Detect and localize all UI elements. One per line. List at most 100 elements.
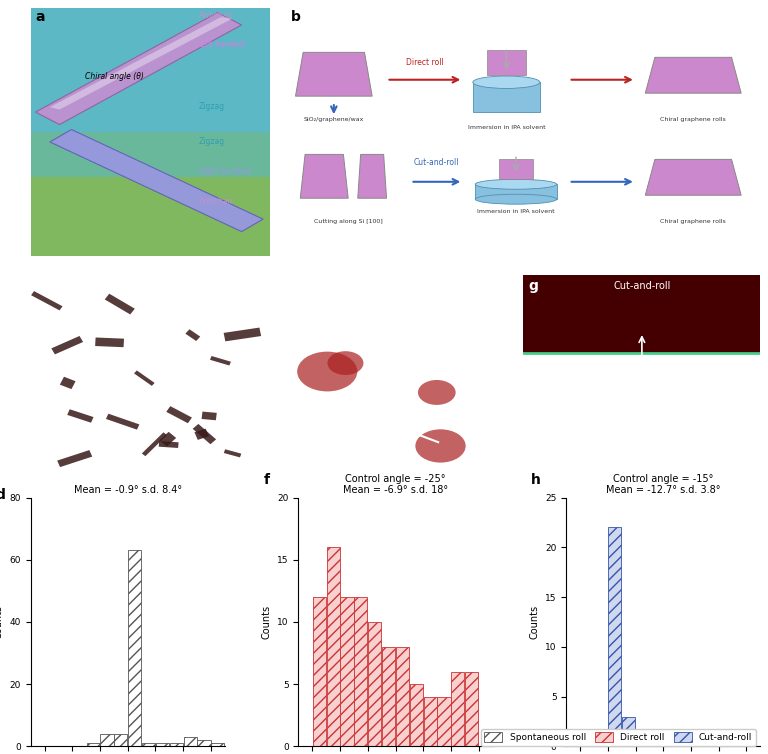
Bar [622, 716, 635, 746]
Polygon shape [160, 432, 176, 446]
Polygon shape [185, 329, 200, 341]
Bar [101, 734, 114, 746]
Bar [31, 132, 270, 176]
Polygon shape [95, 338, 124, 347]
Bar [128, 550, 141, 746]
Polygon shape [142, 432, 167, 456]
Polygon shape [296, 52, 372, 97]
Title: Control angle = -15°
Mean = -12.7° s.d. 3.8°: Control angle = -15° Mean = -12.7° s.d. … [606, 474, 720, 495]
Bar [409, 684, 423, 746]
Text: Chiral graphene rolls: Chiral graphene rolls [660, 117, 726, 122]
Text: Zigzag: Zigzag [198, 137, 224, 146]
Polygon shape [57, 450, 92, 467]
Bar [31, 132, 270, 256]
Ellipse shape [418, 380, 455, 405]
Polygon shape [51, 336, 83, 354]
Bar [487, 50, 525, 75]
Y-axis label: Counts: Counts [0, 605, 4, 639]
Polygon shape [31, 291, 62, 311]
Polygon shape [210, 356, 231, 366]
Polygon shape [193, 424, 216, 444]
Bar [170, 743, 183, 746]
Bar [452, 672, 465, 746]
Bar [114, 734, 127, 746]
Bar [31, 8, 270, 132]
Text: Chiral angle (θ): Chiral angle (θ) [85, 72, 144, 81]
Text: h: h [531, 473, 541, 486]
Bar [424, 697, 437, 746]
Y-axis label: Counts: Counts [529, 605, 539, 639]
Text: -23°: -23° [310, 296, 328, 305]
Bar [142, 743, 155, 746]
Ellipse shape [475, 195, 557, 204]
Text: f: f [263, 473, 270, 486]
Text: SiO₂/graphene/wax: SiO₂/graphene/wax [303, 117, 364, 122]
Polygon shape [201, 412, 217, 420]
Polygon shape [106, 414, 140, 430]
Text: -23°: -23° [439, 345, 456, 354]
Bar [184, 737, 197, 746]
Ellipse shape [297, 351, 357, 391]
Bar [340, 597, 353, 746]
Y-axis label: Counts: Counts [262, 605, 272, 639]
Text: Direct roll: Direct roll [372, 281, 419, 291]
Text: Left-handed: Left-handed [198, 40, 244, 49]
Legend: Spontaneous roll, Direct roll, Cut-and-roll: Spontaneous roll, Direct roll, Cut-and-r… [481, 729, 756, 746]
Text: Immersion in IPA solvent: Immersion in IPA solvent [468, 124, 545, 130]
Text: Chiral graphene rolls: Chiral graphene rolls [660, 219, 726, 224]
Bar [211, 743, 224, 746]
Ellipse shape [415, 429, 465, 463]
Text: Cut-and-roll: Cut-and-roll [613, 281, 670, 291]
Text: g: g [528, 279, 538, 293]
Text: e: e [282, 279, 291, 293]
Polygon shape [358, 155, 386, 198]
Bar [326, 547, 339, 746]
Bar [354, 597, 367, 746]
Polygon shape [300, 155, 348, 198]
Polygon shape [35, 13, 242, 124]
Bar [438, 697, 451, 746]
Polygon shape [104, 294, 135, 314]
Text: Cutting along Si [100]: Cutting along Si [100] [314, 219, 382, 224]
Text: Spontaneous roll: Spontaneous roll [108, 281, 190, 291]
Text: Zigzag: Zigzag [198, 102, 224, 111]
Bar [636, 737, 649, 746]
Bar [499, 159, 533, 179]
Bar [197, 740, 210, 746]
Text: Cut-and-roll: Cut-and-roll [414, 158, 459, 167]
Ellipse shape [475, 179, 557, 189]
Text: a: a [35, 10, 45, 24]
Text: Armchair: Armchair [198, 11, 233, 20]
Polygon shape [645, 57, 741, 93]
Polygon shape [645, 159, 741, 195]
Text: -13°: -13° [405, 412, 422, 421]
Bar [473, 82, 540, 112]
Text: Direct roll: Direct roll [406, 58, 444, 67]
Bar [475, 184, 557, 199]
Text: Right-handed: Right-handed [198, 167, 250, 176]
Bar [465, 672, 478, 746]
Polygon shape [166, 406, 192, 423]
Title: Control angle = -25°
Mean = -6.9° s.d. 18°: Control angle = -25° Mean = -6.9° s.d. 1… [343, 474, 448, 495]
Text: b: b [291, 10, 300, 24]
Text: Immersion in IPA solvent: Immersion in IPA solvent [477, 209, 554, 214]
Text: -17°: -17° [424, 290, 442, 299]
Polygon shape [159, 441, 179, 448]
Text: Armchair: Armchair [198, 197, 233, 206]
Text: c: c [35, 279, 44, 293]
Ellipse shape [473, 76, 540, 88]
Polygon shape [60, 377, 75, 389]
Bar [650, 737, 663, 746]
Bar [524, 275, 760, 353]
Bar [87, 743, 100, 746]
Polygon shape [50, 130, 263, 231]
Polygon shape [194, 428, 209, 440]
Bar [156, 743, 169, 746]
Text: d: d [0, 488, 5, 501]
Bar [368, 622, 382, 746]
Polygon shape [223, 327, 261, 342]
Polygon shape [223, 449, 241, 458]
Polygon shape [67, 409, 94, 423]
Bar [382, 647, 396, 746]
Bar [313, 597, 326, 746]
